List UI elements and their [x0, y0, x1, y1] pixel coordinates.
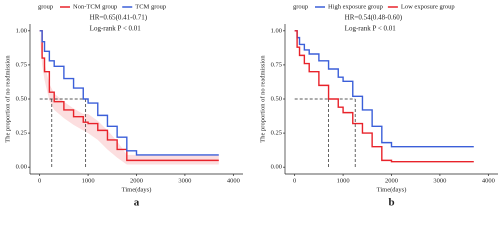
annotation: Log-rank P < 0.01 [90, 25, 142, 33]
annotation: Log-rank P < 0.01 [345, 25, 397, 33]
x-tick-label: 4000 [482, 177, 495, 184]
y-tick-label: 0.50 [16, 95, 27, 102]
y-tick-label: 0.25 [271, 130, 282, 137]
y-tick-label: 0.50 [271, 95, 282, 102]
y-tick-label: 0.00 [16, 164, 27, 171]
x-tick-label: 2000 [385, 177, 398, 184]
panel-label: b [388, 197, 394, 209]
x-tick-label: 0 [293, 177, 296, 184]
legend-title: group [293, 3, 308, 10]
x-tick-label: 0 [38, 177, 41, 184]
legend-title: group [38, 3, 53, 10]
legend-label: Non-TCM group [73, 3, 117, 10]
x-tick-label: 2000 [130, 177, 143, 184]
legend-label: Low exposure group [401, 3, 455, 10]
confidence-band [39, 30, 219, 165]
x-tick-label: 1000 [82, 177, 95, 184]
x-tick-label: 3000 [433, 177, 446, 184]
legend-label: High exposure group [328, 3, 383, 10]
annotation: HR=0.54(0.48-0.60) [345, 14, 403, 22]
y-axis-label: The proportion of no readmission [259, 55, 266, 143]
figure: group Non-TCM group TCM group HR=0.65(0.41-… [4, 3, 498, 209]
x-axis-label: Time(days) [377, 186, 407, 193]
y-tick-label: 0.25 [16, 130, 27, 137]
y-tick-label: 0.75 [271, 61, 282, 68]
y-tick-label: 0.00 [271, 164, 282, 171]
x-tick-label: 3000 [178, 177, 191, 184]
survival-curve [294, 30, 474, 148]
survival-curve [294, 30, 474, 163]
survival-curve [39, 30, 219, 162]
x-axis-label: Time(days) [122, 186, 152, 193]
panel-label: a [134, 197, 140, 209]
survival-curve [39, 30, 219, 156]
annotation: HR=0.65(0.41-0.71) [90, 14, 148, 22]
y-tick-label: 0.75 [16, 61, 27, 68]
legend-label: TCM group [135, 3, 166, 10]
y-tick-label: 1.00 [16, 27, 27, 34]
y-axis-label: The proportion of no readmission [4, 55, 11, 143]
y-tick-label: 1.00 [271, 27, 282, 34]
x-tick-label: 1000 [337, 177, 350, 184]
x-tick-label: 4000 [227, 177, 240, 184]
